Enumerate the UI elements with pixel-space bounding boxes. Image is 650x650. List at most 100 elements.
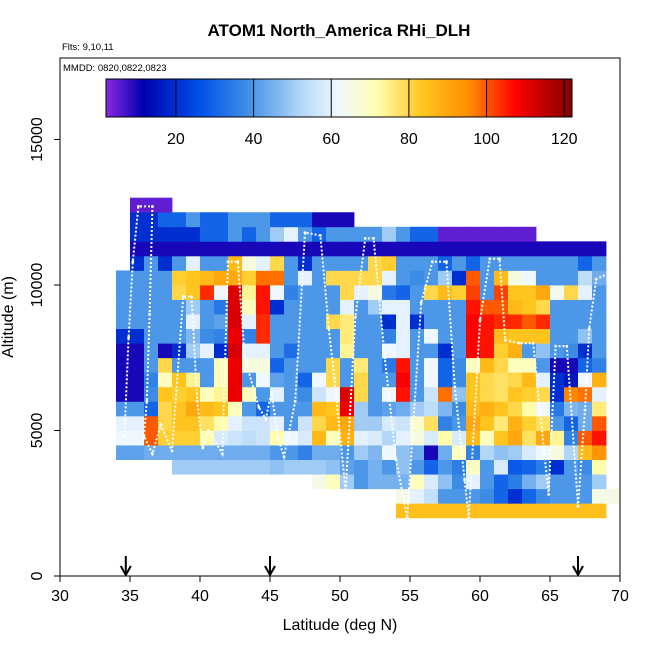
heatmap-cell — [424, 226, 439, 242]
heatmap-cell — [494, 241, 509, 257]
flight-track-point — [293, 400, 297, 403]
colorbar-gradient — [105, 78, 573, 118]
heatmap-cell — [550, 415, 565, 431]
heatmap-cell — [214, 401, 229, 417]
heatmap-cell — [438, 445, 453, 460]
heatmap-cell — [410, 328, 425, 344]
heatmap-cell — [186, 255, 201, 271]
x-tick-label: 45 — [261, 588, 279, 605]
heatmap-cell — [508, 415, 523, 431]
colorbar-tick-label: 40 — [245, 131, 263, 148]
heatmap-cell — [172, 299, 187, 315]
heatmap-cell — [508, 503, 523, 519]
heatmap-cell — [172, 241, 187, 257]
flight-track-point — [170, 449, 174, 453]
flight-track-point — [594, 277, 598, 281]
heatmap-cell — [396, 357, 411, 373]
heatmap-cell — [242, 343, 257, 359]
heatmap-cell — [228, 255, 243, 271]
heatmap-cell — [242, 415, 257, 431]
heatmap-cell — [592, 241, 607, 257]
heatmap-cell — [592, 284, 607, 300]
heatmap-cell — [578, 284, 593, 300]
flight-track-point — [236, 260, 240, 264]
heatmap-cell — [424, 241, 439, 257]
heatmap-cell — [284, 401, 299, 417]
heatmap-cell — [522, 445, 537, 460]
heatmap-cell — [382, 241, 397, 257]
heatmap-cell — [410, 401, 425, 417]
heatmap-cell — [312, 328, 327, 344]
heatmap-cell — [158, 415, 173, 431]
heatmap-cell — [284, 372, 299, 388]
heatmap-cell — [424, 401, 439, 417]
heatmap-cell — [550, 270, 565, 286]
flight-track-point — [131, 260, 135, 264]
heatmap-cell — [256, 343, 271, 359]
heatmap-cell — [326, 328, 341, 344]
flight-track-point — [583, 408, 587, 412]
flight-track-point — [142, 434, 146, 438]
heatmap-cell — [424, 474, 439, 490]
heatmap-cell — [298, 328, 313, 344]
heatmap-cell — [172, 314, 187, 330]
heatmap-cell — [256, 372, 271, 388]
heatmap-cell — [424, 430, 439, 446]
heatmap-cell — [368, 445, 383, 460]
heatmap-cell — [564, 474, 579, 490]
heatmap-cell — [592, 445, 607, 460]
heatmap-cell — [522, 314, 537, 330]
flight-track-point — [354, 315, 357, 319]
heatmap-cell — [508, 314, 523, 330]
heatmap-cell — [466, 328, 481, 344]
heatmap-cell — [116, 372, 131, 388]
x-tick-label: 55 — [401, 588, 419, 605]
heatmap-cell — [242, 328, 257, 344]
heatmap-cell — [452, 401, 467, 417]
colorbar-tick-label: 120 — [551, 131, 578, 148]
flight-track-point — [503, 338, 507, 342]
heatmap-cell — [592, 474, 607, 490]
heatmap-cell — [550, 299, 565, 315]
heatmap-cell — [130, 386, 145, 402]
flight-track-point — [151, 452, 154, 456]
heatmap-cell — [480, 474, 495, 490]
heatmap-cell — [200, 284, 215, 300]
heatmap-cell — [200, 299, 215, 315]
heatmap-cell — [298, 314, 313, 330]
heatmap-cell — [256, 212, 271, 228]
heatmap-cell — [158, 430, 173, 446]
heatmap-cell — [424, 488, 439, 504]
heatmap-cell — [214, 357, 229, 373]
heatmap-cell — [186, 357, 201, 373]
heatmap-cell — [354, 226, 369, 242]
heatmap-cell — [550, 445, 565, 460]
heatmap-cell — [298, 357, 313, 373]
heatmap-cell — [242, 386, 257, 402]
heatmap-cell — [340, 343, 355, 359]
flight-track-point — [159, 423, 163, 427]
heatmap-cell — [480, 503, 495, 519]
heatmap-cell — [564, 488, 579, 504]
heatmap-cell — [340, 372, 355, 388]
heatmap-cell — [130, 284, 145, 300]
flight-track-point — [181, 295, 185, 298]
heatmap-cell — [410, 430, 425, 446]
heatmap-cell — [550, 357, 565, 373]
y-tick-label: 0 — [29, 571, 46, 580]
heatmap-cell — [116, 284, 131, 300]
flights-label: Flts: 9,10,11 — [62, 42, 114, 53]
flight-track-point — [333, 376, 336, 380]
heatmap-cell — [312, 299, 327, 315]
heatmap-cell — [368, 459, 383, 475]
x-tick-label: 30 — [51, 588, 69, 605]
heatmap-cell — [522, 430, 537, 446]
heatmap-cell — [438, 226, 453, 242]
heatmap-cell — [396, 503, 411, 519]
heatmap-cell — [438, 488, 453, 504]
heatmap-cell — [536, 270, 551, 286]
heatmap-cell — [424, 445, 439, 460]
heatmap-cell — [438, 328, 453, 344]
heatmap-cell — [452, 314, 467, 330]
